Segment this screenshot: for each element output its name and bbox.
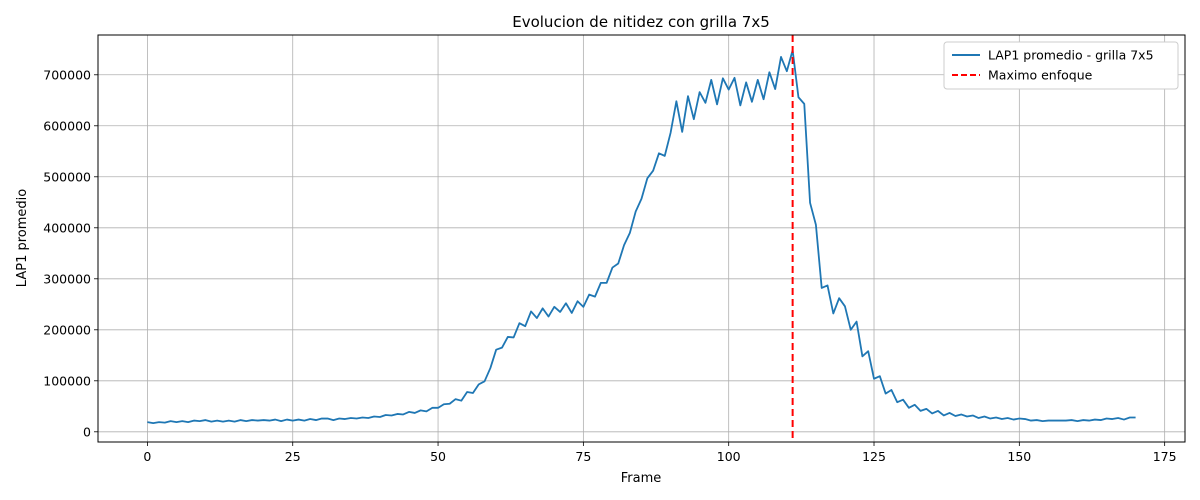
x-tick-label: 0 [143, 449, 151, 464]
legend: LAP1 promedio - grilla 7x5 Maximo enfoqu… [943, 41, 1179, 90]
legend-label-series: LAP1 promedio - grilla 7x5 [988, 48, 1154, 63]
x-tick-label: 100 [717, 449, 741, 464]
legend-label-max-focus: Maximo enfoque [988, 68, 1093, 83]
x-tick-label: 50 [430, 449, 446, 464]
y-tick-label: 300000 [43, 271, 91, 286]
x-tick-label: 25 [285, 449, 301, 464]
y-tick-label: 200000 [43, 322, 91, 337]
y-axis-label: LAP1 promedio [15, 189, 30, 287]
y-tick-label: 600000 [43, 118, 91, 133]
y-tick-label: 100000 [43, 373, 91, 388]
y-tick-label: 700000 [43, 67, 91, 82]
grid [98, 35, 1185, 442]
ticks: 0 25 50 75 100 125 150 175 0 100000 200000 300000 40… [43, 67, 1176, 464]
chart-title: Evolucion de nitidez con grilla 7x5 [512, 13, 770, 31]
plot-frame [97, 34, 1186, 443]
x-tick-label: 175 [1153, 449, 1177, 464]
plot-area [147, 35, 1136, 442]
legend-box [943, 41, 1179, 90]
y-tick-label: 500000 [43, 169, 91, 184]
x-axis-label: Frame [621, 471, 662, 486]
series-line-lap1 [147, 49, 1136, 425]
y-tick-label: 400000 [43, 220, 91, 235]
x-tick-label: 150 [1007, 449, 1031, 464]
x-tick-label: 125 [862, 449, 886, 464]
x-tick-label: 75 [575, 449, 591, 464]
y-tick-label: 0 [83, 424, 91, 439]
